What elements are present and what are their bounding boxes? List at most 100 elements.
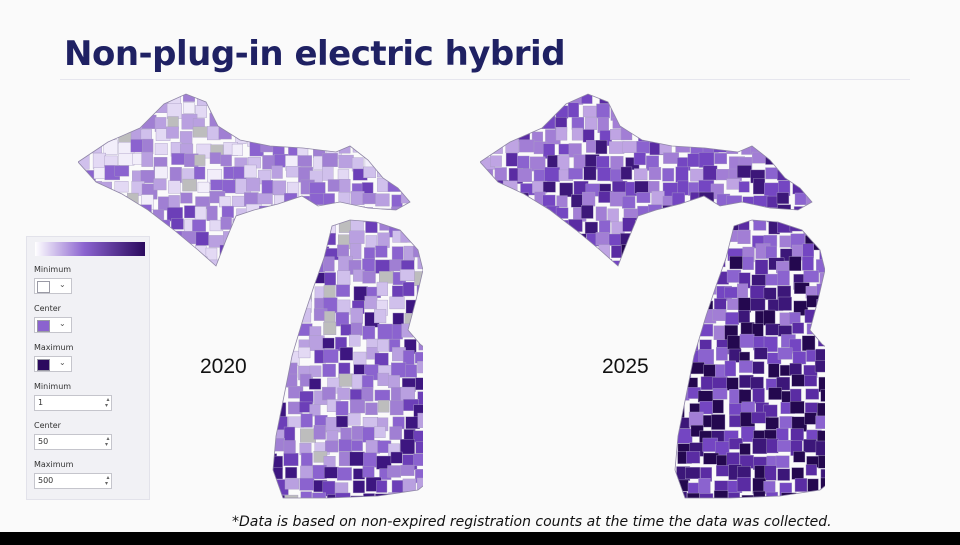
region-cell — [558, 350, 571, 362]
region-cell — [105, 102, 118, 115]
region-cell — [273, 118, 285, 131]
region-cell — [777, 468, 790, 481]
region-cell — [737, 229, 751, 245]
region-cell — [309, 365, 322, 378]
region-cell — [196, 335, 209, 349]
minimum-color-picker[interactable]: ⌄ — [34, 278, 72, 294]
region-cell — [530, 494, 544, 498]
region-cell — [546, 339, 559, 354]
center-value-input[interactable]: 50 ▴ ▾ — [34, 434, 112, 450]
region-cell — [300, 428, 317, 443]
maximum-value-input[interactable]: 500 ▴ ▾ — [34, 473, 112, 489]
region-cell — [741, 208, 756, 221]
region-cell — [480, 209, 491, 223]
region-cell — [595, 140, 608, 155]
region-cell — [633, 404, 646, 417]
region-cell — [220, 378, 236, 395]
region-cell — [283, 426, 296, 442]
region-cell — [636, 480, 651, 496]
map-year-label-2025: 2025 — [602, 355, 649, 378]
region-cell — [493, 105, 510, 120]
region-cell — [167, 272, 183, 284]
region-cell — [635, 256, 649, 270]
region-cell — [701, 230, 717, 245]
region-cell — [752, 205, 766, 222]
region-cell — [275, 286, 289, 300]
region-cell — [220, 154, 232, 167]
region-cell — [257, 273, 272, 287]
maximum-color-picker[interactable]: ⌄ — [34, 356, 72, 372]
region-cell — [582, 191, 596, 207]
region-cell — [585, 282, 601, 297]
region-cell — [621, 196, 636, 209]
region-cell — [218, 103, 234, 118]
center-color-picker[interactable]: ⌄ — [34, 317, 72, 333]
region-cell — [388, 131, 403, 145]
region-cell — [623, 272, 637, 288]
region-cell — [503, 388, 518, 400]
region-cell — [309, 193, 326, 205]
region-cell — [620, 466, 634, 480]
region-cell — [520, 247, 536, 261]
spinner-icon[interactable]: ▴ ▾ — [104, 474, 110, 487]
region-cell — [752, 151, 768, 164]
region-cell — [505, 118, 517, 130]
region-cell — [300, 269, 312, 281]
region-cell — [586, 349, 602, 366]
region-cell — [621, 454, 637, 466]
region-cell — [534, 441, 546, 456]
region-cell — [309, 94, 324, 104]
minimum-color-swatch — [37, 281, 50, 293]
region-cell — [637, 102, 652, 117]
region-cell — [391, 362, 407, 378]
region-cell — [118, 153, 135, 166]
region-cell — [676, 220, 690, 233]
region-cell — [247, 390, 259, 407]
region-cell — [297, 221, 310, 236]
region-cell — [632, 309, 645, 323]
region-cell — [257, 230, 271, 243]
region-cell — [763, 287, 777, 300]
region-cell — [247, 248, 261, 262]
region-cell — [80, 131, 92, 146]
region-cell — [180, 359, 193, 373]
region-cell — [716, 465, 730, 477]
region-cell — [804, 375, 817, 387]
region-cell — [581, 94, 593, 104]
region-cell — [248, 403, 264, 416]
region-cell — [659, 141, 672, 155]
region-cell — [703, 452, 719, 465]
region-cell — [377, 99, 391, 113]
region-cell — [673, 300, 689, 314]
region-cell — [659, 270, 672, 283]
region-cell — [805, 204, 820, 218]
region-cell — [246, 273, 259, 286]
region-cell — [803, 439, 817, 453]
region-cell — [659, 104, 671, 120]
region-cell — [737, 283, 749, 299]
spinner-icon[interactable]: ▴ ▾ — [104, 396, 110, 409]
region-cell — [220, 479, 233, 491]
region-cell — [480, 323, 490, 339]
region-cell — [715, 208, 731, 220]
region-cell — [507, 364, 521, 380]
region-cell — [324, 272, 336, 286]
region-cell — [480, 468, 495, 483]
region-cell — [533, 104, 545, 118]
region-cell — [233, 307, 248, 323]
minimum-value-input[interactable]: 1 ▴ ▾ — [34, 395, 112, 411]
region-cell — [686, 451, 701, 464]
region-cell — [597, 285, 611, 302]
region-cell — [130, 126, 143, 142]
region-cell — [308, 378, 322, 390]
region-cell — [792, 322, 804, 334]
region-cell — [417, 256, 423, 270]
region-cell — [183, 386, 195, 399]
spinner-icon[interactable]: ▴ ▾ — [104, 435, 110, 448]
region-cell — [271, 376, 286, 389]
center-color-label: Center — [34, 304, 61, 313]
region-cell — [193, 469, 209, 482]
region-cell — [788, 256, 802, 272]
region-cell — [815, 348, 825, 361]
region-cell — [637, 388, 650, 402]
